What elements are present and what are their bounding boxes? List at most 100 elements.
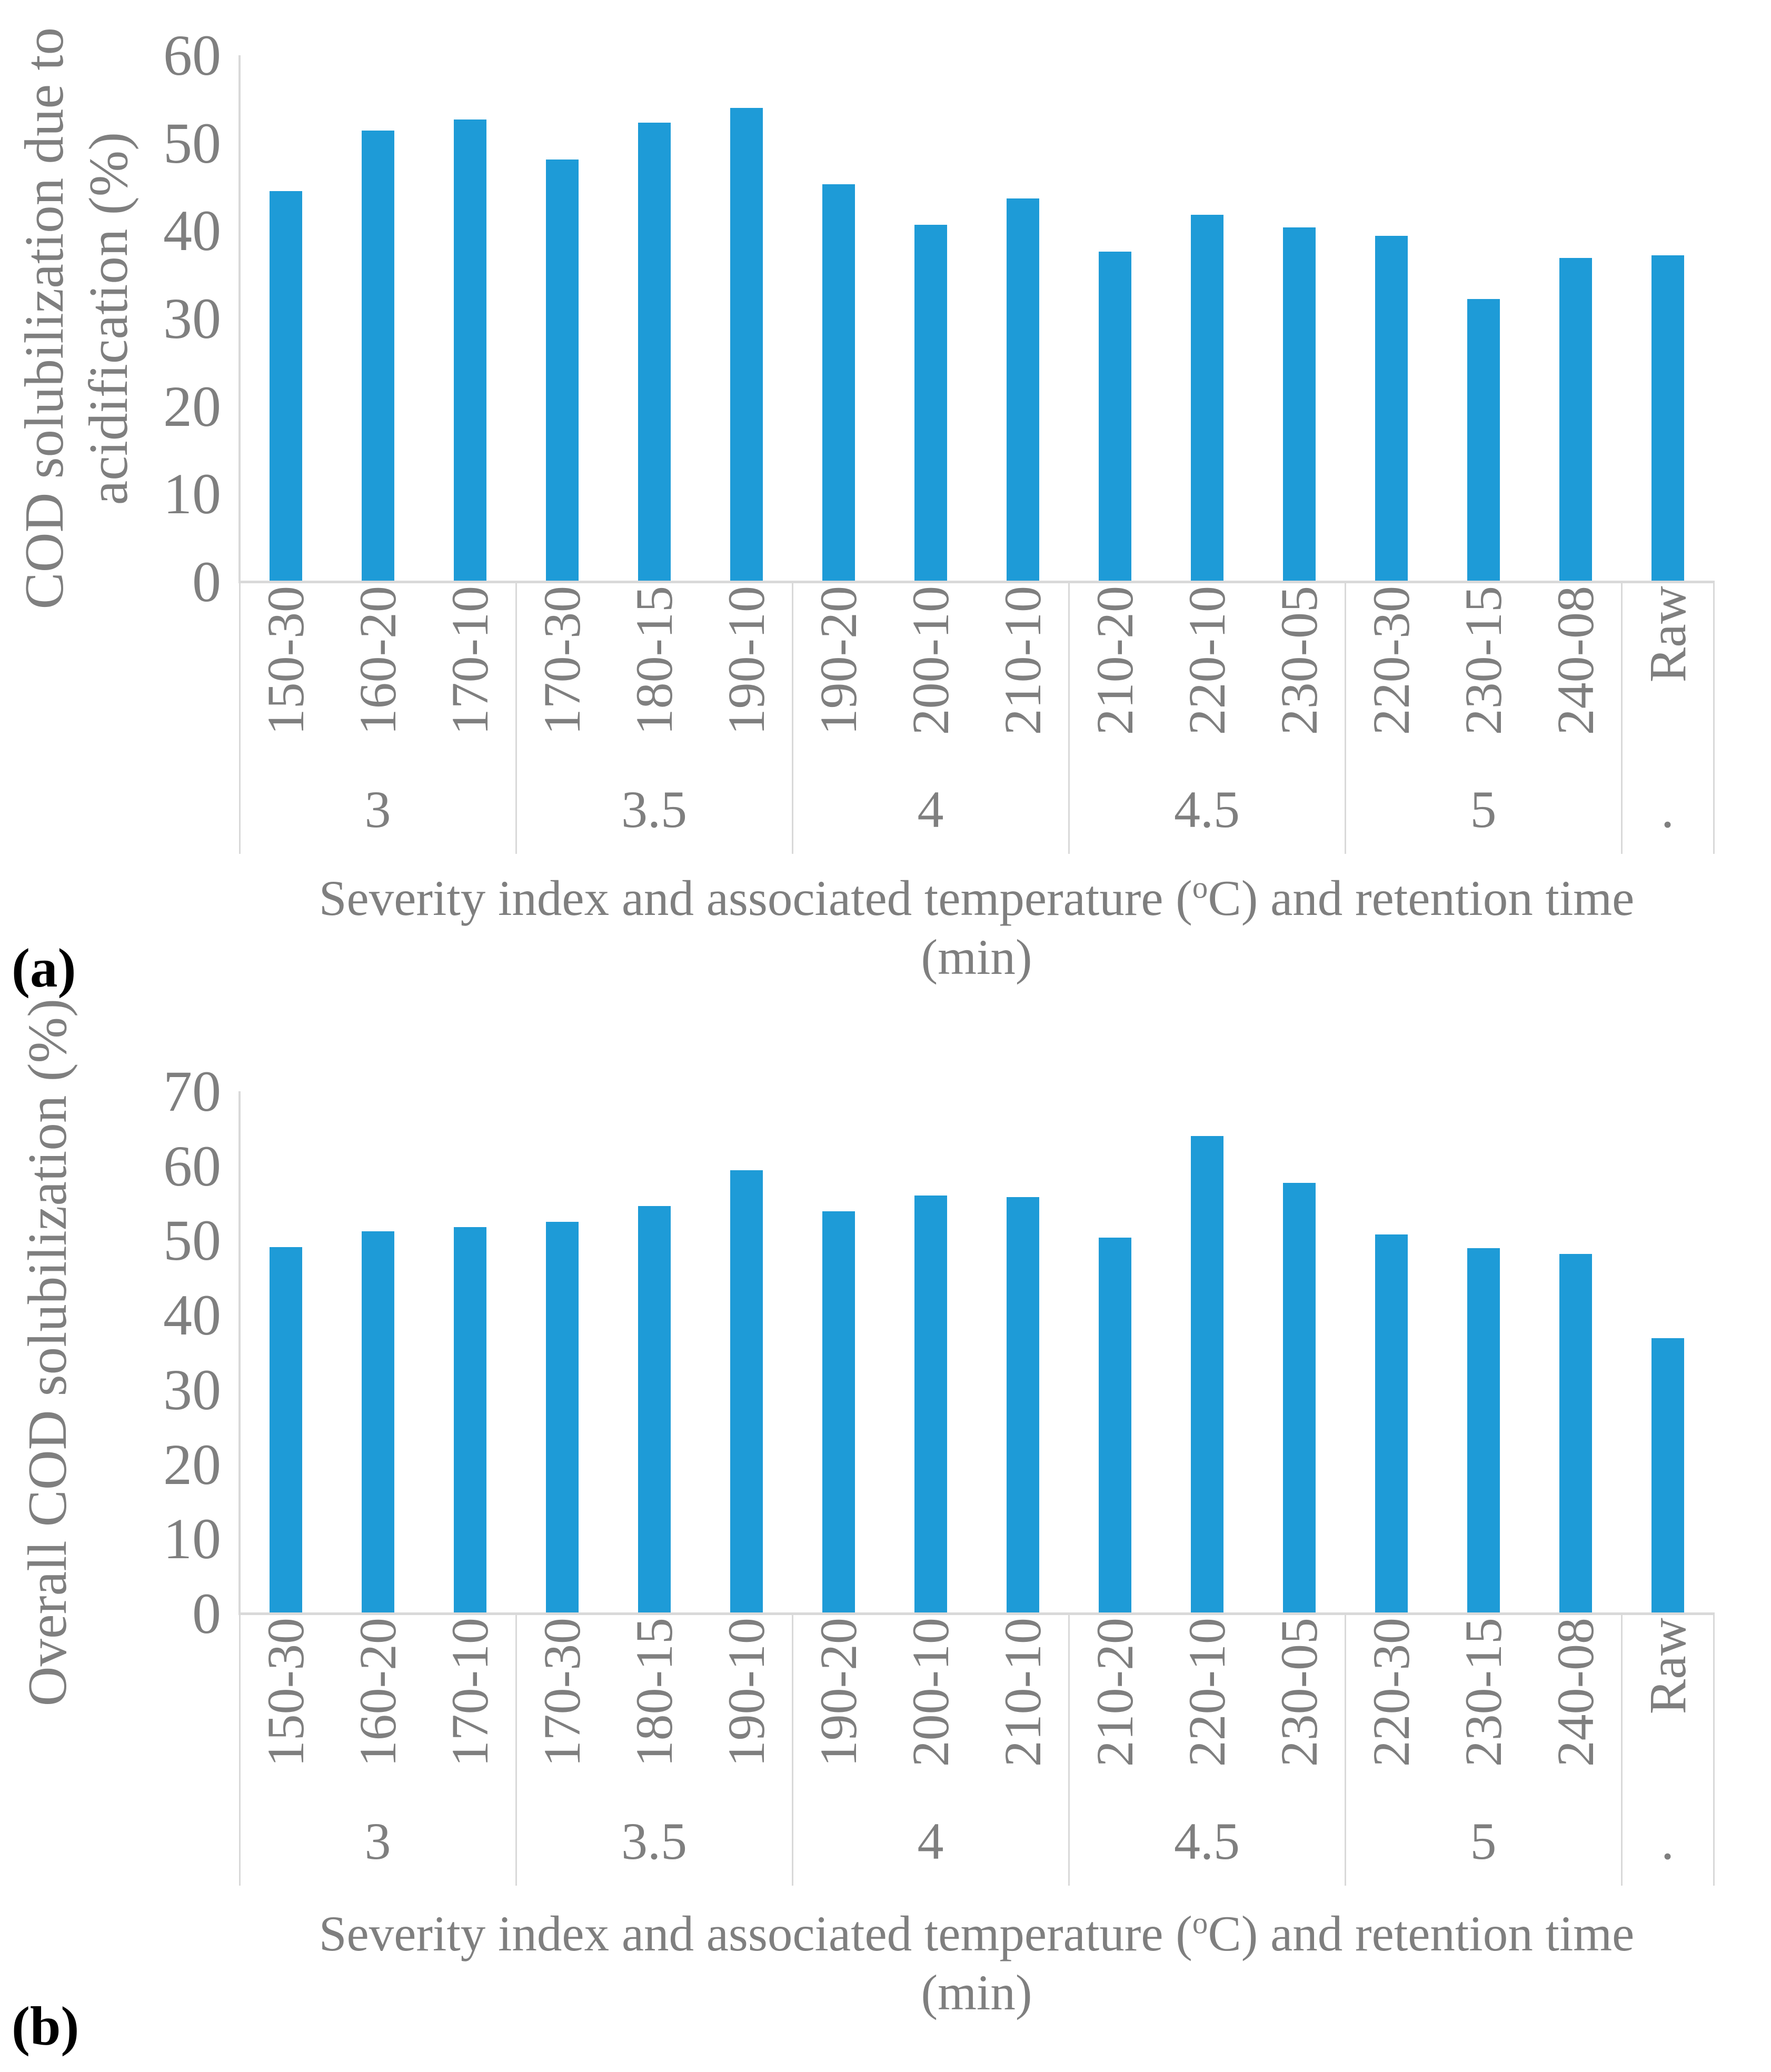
bar-190-20 xyxy=(822,1211,855,1613)
category-label: 230-05 xyxy=(1269,1618,1328,1767)
category-label: 230-15 xyxy=(1454,586,1513,735)
y-tick-label: 10 xyxy=(163,1507,221,1571)
y-tick-label: 50 xyxy=(163,111,221,175)
y-tick-label: 40 xyxy=(163,1283,221,1348)
category-label: 220-30 xyxy=(1361,1618,1420,1767)
y-tick-label: 60 xyxy=(163,1133,221,1198)
y-tick-label: 60 xyxy=(163,23,221,87)
bar-220-30 xyxy=(1375,1234,1408,1613)
group-label-cell: 5 xyxy=(1470,1812,1497,1870)
y-tick-label: 0 xyxy=(192,1581,221,1646)
category-label: 210-10 xyxy=(993,586,1052,735)
x-axis-title: Severity index and associated temperatur… xyxy=(240,869,1714,987)
category-label: 160-20 xyxy=(348,1618,407,1767)
group-label-cell: . xyxy=(1661,1812,1674,1870)
y-axis-line xyxy=(238,1091,241,1613)
category-cell: 220-10 xyxy=(1161,586,1253,765)
category-cell: 170-10 xyxy=(424,586,516,765)
group-label-cell: 3 xyxy=(364,780,391,839)
category-cell: 220-30 xyxy=(1345,1618,1437,1797)
x-axis-title-prefix: Severity index and associated temperatur… xyxy=(319,870,1192,926)
category-cell: 240-08 xyxy=(1529,586,1621,765)
category-cell: 240-08 xyxy=(1529,1618,1621,1797)
category-label: 180-15 xyxy=(624,586,683,735)
category-label: 190-20 xyxy=(809,586,868,735)
group-label-cell: 4 xyxy=(917,1812,944,1870)
bar-210-20 xyxy=(1099,1238,1131,1613)
x-axis-title-line2: (min) xyxy=(921,929,1032,985)
group-separator-line xyxy=(1068,582,1070,854)
category-label: 150-30 xyxy=(256,586,315,735)
group-label-cell: 3 xyxy=(364,1812,391,1870)
bar-220-10 xyxy=(1191,1136,1223,1613)
group-label-cell: 4.5 xyxy=(1174,780,1240,839)
group-separator-line xyxy=(1713,582,1715,854)
y-tick-label: 10 xyxy=(163,462,221,526)
category-label: Raw xyxy=(1638,586,1697,683)
bar-220-10 xyxy=(1191,215,1223,582)
category-cell: 190-20 xyxy=(792,1618,884,1797)
bar-Raw xyxy=(1651,1338,1684,1613)
category-cell: 220-10 xyxy=(1161,1618,1253,1797)
category-cell: 160-20 xyxy=(332,586,424,765)
category-cell: 230-05 xyxy=(1253,1618,1345,1797)
bar-210-10 xyxy=(1007,198,1039,582)
y-axis-title-line: Overall COD solubilization (%) xyxy=(16,998,78,1707)
category-label: 200-10 xyxy=(901,586,960,735)
category-label: 190-10 xyxy=(717,586,775,735)
group-label-cell: 3.5 xyxy=(621,1812,687,1870)
bar-240-08 xyxy=(1559,1254,1592,1613)
category-cell: 170-30 xyxy=(516,1618,608,1797)
group-separator-line xyxy=(1620,1613,1623,1886)
bar-170-10 xyxy=(454,119,486,582)
category-cell: 220-30 xyxy=(1345,586,1437,765)
bar-190-20 xyxy=(822,184,855,582)
group-separator-line xyxy=(238,1613,241,1886)
category-cell: 230-15 xyxy=(1437,586,1529,765)
y-axis-line xyxy=(238,55,241,582)
group-separator-line xyxy=(1344,1613,1346,1886)
group-separator-line xyxy=(1713,1613,1715,1886)
group-separator-line xyxy=(515,1613,517,1886)
group-separator-line xyxy=(238,582,241,854)
bar-190-10 xyxy=(730,1170,763,1613)
category-cell: 180-15 xyxy=(608,586,700,765)
bar-240-08 xyxy=(1559,258,1592,582)
bar-170-30 xyxy=(546,1222,579,1613)
bar-150-30 xyxy=(270,191,302,582)
category-label: 180-15 xyxy=(624,1618,683,1767)
y-tick-label: 30 xyxy=(163,286,221,351)
category-label: 160-20 xyxy=(348,586,407,735)
category-cell: 230-05 xyxy=(1253,586,1345,765)
bar-230-15 xyxy=(1467,1248,1500,1613)
bar-200-10 xyxy=(914,225,947,582)
category-label: 230-15 xyxy=(1454,1618,1513,1767)
category-cell: 190-10 xyxy=(700,586,792,765)
category-label: 210-20 xyxy=(1085,1618,1144,1767)
y-tick-label: 40 xyxy=(163,198,221,263)
group-label-cell: . xyxy=(1661,780,1674,839)
bar-160-20 xyxy=(362,131,394,582)
y-axis-title-text: Overall COD solubilization (%) xyxy=(15,999,79,1706)
panel-a-label: (a) xyxy=(12,937,76,999)
category-label: 200-10 xyxy=(901,1618,960,1767)
x-axis-title: Severity index and associated temperatur… xyxy=(240,1904,1714,2022)
x-axis-title-suffix: C) and retention time xyxy=(1208,1906,1635,1961)
x-axis-line xyxy=(238,1612,1715,1615)
category-label: 240-08 xyxy=(1546,586,1605,735)
bar-190-10 xyxy=(730,108,763,582)
bar-210-20 xyxy=(1099,252,1131,582)
category-cell: 170-30 xyxy=(516,586,608,765)
category-label: 220-10 xyxy=(1177,586,1236,735)
category-cell: 210-10 xyxy=(977,586,1069,765)
category-cell: 150-30 xyxy=(240,586,332,765)
bar-180-15 xyxy=(638,1206,671,1613)
bar-230-05 xyxy=(1283,1183,1316,1613)
group-label-cell: 4 xyxy=(917,780,944,839)
x-axis-title-prefix: Severity index and associated temperatur… xyxy=(319,1906,1192,1961)
x-axis-line xyxy=(238,581,1715,583)
y-tick-label: 20 xyxy=(163,374,221,439)
y-axis-title-line: COD solubilization due to xyxy=(13,27,75,610)
category-label: 170-30 xyxy=(532,1618,591,1767)
group-label-cell: 3.5 xyxy=(621,780,687,839)
